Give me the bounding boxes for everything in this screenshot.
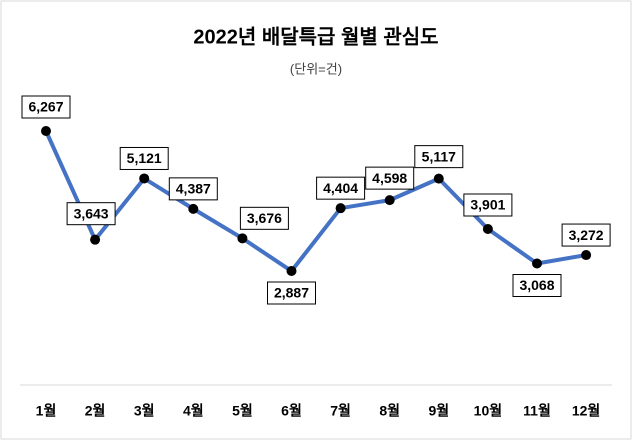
x-tick-label: 2월: [85, 403, 106, 419]
x-tick-label: 5월: [232, 403, 253, 419]
data-label: 3,643: [74, 205, 109, 221]
data-label-box: [512, 274, 562, 298]
x-tick-label: 3월: [134, 403, 155, 419]
data-label: 4,387: [176, 181, 211, 197]
x-tick-label: 6월: [281, 403, 302, 419]
point: [335, 203, 346, 214]
point: [384, 195, 395, 206]
x-tick-label: 10월: [474, 403, 502, 419]
point: [237, 233, 248, 244]
point: [482, 224, 493, 234]
x-tick-label: 11월: [523, 403, 551, 419]
data-label-box: [239, 206, 289, 230]
x-tick-label: 7월: [330, 403, 351, 419]
point: [90, 234, 101, 245]
data-label: 2,887: [274, 285, 309, 301]
data-label: 4,598: [372, 170, 407, 186]
point: [581, 250, 592, 261]
data-label-box: [316, 176, 366, 200]
data-label: 3,068: [519, 277, 554, 293]
data-label-box: [365, 166, 415, 190]
data-label-box: [561, 223, 611, 247]
x-tick-label: 9월: [428, 403, 449, 419]
data-label-box: [414, 145, 464, 169]
point: [433, 173, 444, 184]
point: [41, 126, 51, 136]
point: [139, 173, 150, 184]
x-tick-label: 12월: [572, 403, 600, 419]
data-label-box: [267, 281, 316, 305]
data-label-box: [168, 177, 218, 201]
x-tick-label: 4월: [183, 403, 204, 419]
data-label: 6,267: [28, 99, 63, 115]
data-label: 3,901: [470, 197, 505, 213]
point: [532, 258, 542, 269]
data-label-box: [463, 193, 513, 217]
data-label: 3,272: [569, 227, 604, 243]
chart-title: 2022년 배달특급 월별 관심도: [193, 25, 438, 48]
x-tick-label: 8월: [379, 403, 400, 419]
point: [286, 266, 297, 276]
data-label-box: [21, 95, 71, 119]
x-tick-label: 1월: [36, 403, 57, 419]
data-label-box: [119, 146, 169, 170]
data-label: 4,404: [323, 180, 358, 196]
data-label: 3,676: [247, 210, 282, 226]
chart-subtitle: (단위=건): [290, 61, 342, 76]
data-label: 5,121: [127, 150, 162, 166]
data-label: 5,117: [422, 148, 456, 164]
data-label-box: [66, 202, 116, 226]
point: [188, 203, 199, 214]
line: [44, 130, 587, 274]
